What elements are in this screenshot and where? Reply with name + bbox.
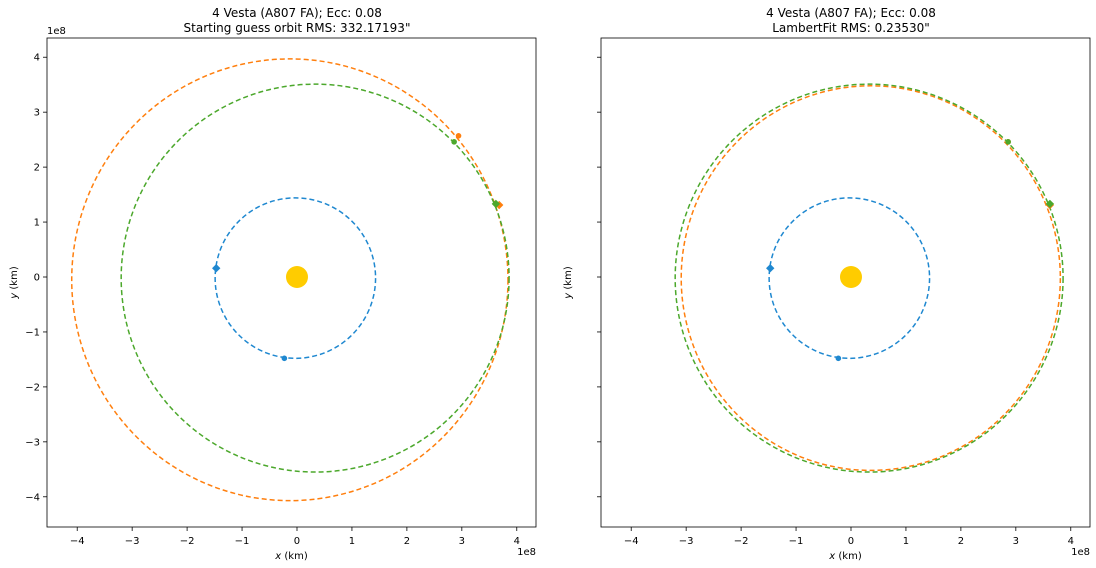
position-dot-marker [451, 139, 457, 145]
panel-title: 4 Vesta (A807 FA); Ecc: 0.08 [212, 6, 382, 20]
x-tick-label: 1 [349, 536, 355, 547]
x-tick-label: −3 [679, 536, 694, 547]
y-tick-label: −2 [25, 382, 40, 393]
orbit-path [674, 83, 1064, 473]
orbit-path [214, 197, 377, 360]
right-orbit-panel: 4 Vesta (A807 FA); Ecc: 0.08 LambertFit … [563, 6, 1091, 562]
orbit-path [70, 58, 509, 502]
position-dot-marker [281, 355, 288, 362]
x-tick-label: 3 [1013, 536, 1019, 547]
x-tick-label: 3 [459, 536, 465, 547]
panel-subtitle: LambertFit RMS: 0.23530" [772, 21, 930, 35]
x-axis-label: x (km) [828, 551, 862, 562]
axes-frame [46, 37, 537, 528]
x-tick-label: 0 [294, 536, 300, 547]
y-tick-label: −1 [25, 327, 40, 338]
y-tick-label: 0 [34, 273, 40, 284]
orbit-path [768, 197, 931, 360]
x-tick-label: −2 [734, 536, 749, 547]
panel-title: 4 Vesta (A807 FA); Ecc: 0.08 [766, 6, 936, 20]
orbit-path [680, 85, 1062, 472]
position-diamond-marker [212, 264, 221, 273]
x-tick-label: 4 [514, 536, 520, 547]
y-axis-label: y (km) [9, 266, 20, 300]
y-tick-label: 1 [34, 218, 40, 229]
y-scale-label: 1e8 [47, 26, 66, 37]
panel-subtitle: Starting guess orbit RMS: 332.17193" [184, 21, 411, 35]
orbit-path [120, 83, 510, 473]
position-diamond-marker [766, 264, 775, 273]
x-axis-label: x (km) [274, 551, 308, 562]
y-tick-label: 3 [34, 108, 40, 119]
left-orbit-panel: 4 Vesta (A807 FA); Ecc: 0.08 Starting gu… [9, 6, 537, 562]
position-diamond-marker [491, 199, 501, 209]
x-tick-label: 4 [1068, 536, 1074, 547]
x-tick-label: −4 [70, 536, 85, 547]
x-tick-label: −4 [624, 536, 639, 547]
x-tick-label: −1 [235, 536, 250, 547]
axes-frame [600, 37, 1091, 528]
y-tick-label: −3 [25, 437, 40, 448]
position-dot-marker [455, 133, 462, 139]
x-tick-label: −1 [789, 536, 804, 547]
y-tick-label: 2 [34, 163, 40, 174]
x-scale-label: 1e8 [1071, 547, 1090, 558]
x-tick-label: 2 [404, 536, 410, 547]
y-axis-label: y (km) [563, 266, 574, 300]
position-diamond-marker [1045, 199, 1055, 209]
x-tick-label: −3 [125, 536, 140, 547]
sun-marker [839, 266, 862, 289]
x-tick-label: −2 [180, 536, 195, 547]
position-dot-marker [1005, 139, 1011, 145]
position-dot-marker [835, 355, 842, 362]
x-tick-label: 1 [903, 536, 909, 547]
sun-marker [285, 266, 308, 289]
x-tick-label: 0 [848, 536, 854, 547]
x-scale-label: 1e8 [517, 547, 536, 558]
y-tick-label: 4 [34, 53, 40, 64]
x-tick-label: 2 [958, 536, 964, 547]
y-tick-label: −4 [25, 492, 40, 503]
